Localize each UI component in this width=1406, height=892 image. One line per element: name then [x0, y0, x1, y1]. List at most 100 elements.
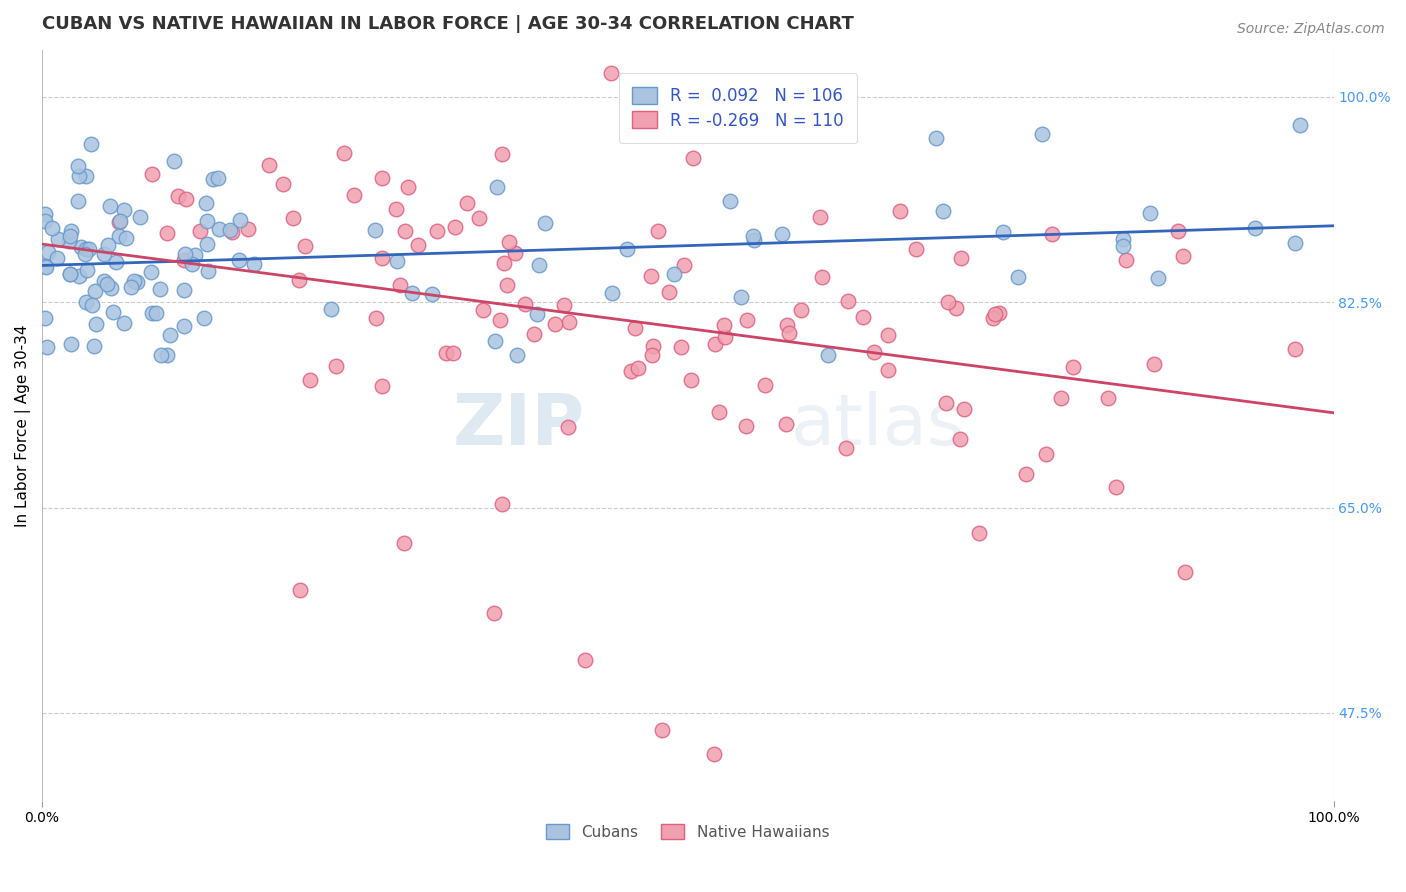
Point: [876, 363, 898, 377]
Point: [37, 244, 59, 259]
Point: [778, 326, 800, 340]
Point: [392, 535, 415, 549]
Point: [96, 277, 118, 291]
Point: [34, 311, 56, 326]
Point: [75, 242, 97, 256]
Point: [67, 268, 90, 283]
Point: [201, 172, 224, 186]
Point: [394, 224, 416, 238]
Point: [259, 158, 281, 172]
Point: [343, 188, 366, 202]
Point: [1015, 467, 1038, 481]
Point: [1139, 206, 1161, 220]
Point: [80, 298, 103, 312]
Point: [808, 211, 831, 225]
Point: [294, 239, 316, 253]
Point: [905, 242, 928, 256]
Point: [544, 317, 567, 331]
Point: [1111, 239, 1133, 253]
Point: [600, 66, 623, 80]
Point: [1142, 358, 1164, 372]
Point: [236, 221, 259, 235]
Point: [734, 419, 756, 434]
Point: [682, 151, 704, 165]
Point: [967, 526, 990, 541]
Point: [98, 199, 121, 213]
Point: [75, 169, 97, 184]
Point: [527, 258, 550, 272]
Point: [1062, 360, 1084, 375]
Point: [658, 285, 681, 299]
Point: [34, 260, 56, 275]
Point: [889, 203, 911, 218]
Point: [370, 379, 392, 393]
Point: [526, 307, 548, 321]
Point: [93, 274, 115, 288]
Point: [195, 213, 218, 227]
Point: [506, 348, 529, 362]
Point: [67, 169, 90, 184]
Point: [936, 295, 959, 310]
Point: [363, 223, 385, 237]
Point: [863, 344, 886, 359]
Point: [852, 310, 875, 324]
Point: [97, 238, 120, 252]
Point: [441, 345, 464, 359]
Point: [290, 582, 312, 597]
Point: [184, 248, 207, 262]
Point: [1040, 227, 1063, 242]
Point: [59, 337, 82, 351]
Point: [77, 242, 100, 256]
Point: [59, 267, 82, 281]
Point: [932, 203, 955, 218]
Point: [219, 222, 242, 236]
Point: [1097, 391, 1119, 405]
Point: [616, 242, 638, 256]
Point: [325, 359, 347, 373]
Point: [387, 254, 409, 268]
Point: [34, 207, 56, 221]
Point: [193, 311, 215, 326]
Point: [1035, 447, 1057, 461]
Point: [709, 405, 731, 419]
Point: [754, 378, 776, 392]
Point: [287, 273, 309, 287]
Point: [742, 233, 765, 247]
Point: [180, 257, 202, 271]
Point: [494, 256, 516, 270]
Point: [108, 215, 131, 229]
Point: [523, 326, 546, 341]
Point: [173, 318, 195, 333]
Point: [837, 293, 859, 308]
Point: [641, 348, 664, 362]
Point: [485, 180, 508, 194]
Point: [67, 194, 90, 209]
Point: [162, 154, 184, 169]
Point: [197, 237, 219, 252]
Text: CUBAN VS NATIVE HAWAIIAN IN LABOR FORCE | AGE 30-34 CORRELATION CHART: CUBAN VS NATIVE HAWAIIAN IN LABOR FORCE …: [42, 15, 853, 33]
Point: [58, 267, 80, 281]
Point: [364, 311, 387, 326]
Point: [125, 275, 148, 289]
Point: [1173, 249, 1195, 263]
Point: [558, 315, 581, 329]
Point: [100, 281, 122, 295]
Text: atlas: atlas: [792, 391, 966, 460]
Point: [664, 267, 686, 281]
Point: [488, 312, 510, 326]
Point: [73, 247, 96, 261]
Point: [503, 246, 526, 260]
Point: [195, 196, 218, 211]
Point: [471, 302, 494, 317]
Point: [713, 318, 735, 332]
Point: [59, 229, 82, 244]
Point: [1244, 220, 1267, 235]
Point: [173, 284, 195, 298]
Point: [704, 337, 727, 351]
Point: [298, 373, 321, 387]
Point: [141, 306, 163, 320]
Point: [156, 226, 179, 240]
Point: [730, 290, 752, 304]
Point: [207, 170, 229, 185]
Point: [120, 280, 142, 294]
